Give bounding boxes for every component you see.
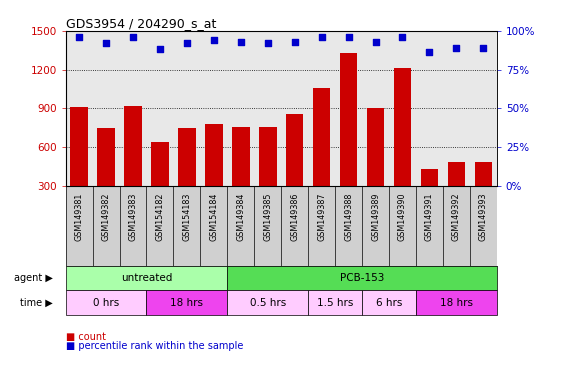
Point	[290, 38, 299, 45]
Point	[398, 34, 407, 40]
Bar	[205, 124, 223, 225]
Text: 18 hrs: 18 hrs	[440, 298, 473, 308]
Text: GSM149381: GSM149381	[75, 192, 83, 241]
Bar	[475, 162, 492, 225]
Bar	[70, 107, 88, 225]
Bar	[66, 266, 227, 290]
Bar	[416, 290, 497, 315]
Point	[371, 38, 380, 45]
Bar	[97, 129, 115, 225]
Point	[155, 46, 164, 53]
Text: 6 hrs: 6 hrs	[376, 298, 402, 308]
Text: GDS3954 / 204290_s_at: GDS3954 / 204290_s_at	[66, 17, 216, 30]
Bar	[227, 290, 308, 315]
Text: untreated: untreated	[121, 273, 172, 283]
Point	[425, 50, 434, 56]
Bar	[448, 162, 465, 225]
Point	[182, 40, 191, 46]
Text: 1.5 hrs: 1.5 hrs	[317, 298, 353, 308]
Text: GSM149387: GSM149387	[317, 192, 326, 241]
Text: GSM149393: GSM149393	[479, 192, 488, 241]
Point	[102, 40, 111, 46]
Text: GSM154183: GSM154183	[182, 192, 191, 241]
Point	[317, 34, 326, 40]
Text: GSM149384: GSM149384	[236, 192, 246, 241]
Text: PCB-153: PCB-153	[340, 273, 384, 283]
Text: GSM149382: GSM149382	[102, 192, 111, 241]
Bar	[421, 169, 438, 225]
Bar	[367, 108, 384, 225]
Text: GSM149391: GSM149391	[425, 192, 434, 241]
Point	[128, 34, 138, 40]
Text: agent ▶: agent ▶	[14, 273, 53, 283]
Bar	[313, 88, 331, 225]
Text: GSM149390: GSM149390	[398, 192, 407, 241]
Point	[263, 40, 272, 46]
Text: time ▶: time ▶	[20, 298, 53, 308]
Bar	[259, 127, 276, 225]
Bar	[308, 290, 362, 315]
Bar	[286, 114, 303, 225]
Text: GSM149383: GSM149383	[128, 192, 138, 241]
Bar	[362, 290, 416, 315]
Text: 18 hrs: 18 hrs	[170, 298, 203, 308]
Text: GSM149385: GSM149385	[263, 192, 272, 241]
Text: 0 hrs: 0 hrs	[93, 298, 119, 308]
Bar	[394, 68, 411, 225]
Bar	[151, 142, 168, 225]
Bar	[124, 106, 142, 225]
Text: ■ percentile rank within the sample: ■ percentile rank within the sample	[66, 341, 243, 351]
Text: ■ count: ■ count	[66, 332, 106, 342]
Point	[478, 45, 488, 51]
Text: GSM154184: GSM154184	[210, 192, 218, 241]
Bar	[66, 290, 147, 315]
Bar	[147, 290, 227, 315]
Text: GSM149386: GSM149386	[290, 192, 299, 241]
Text: GSM149388: GSM149388	[344, 192, 353, 241]
Point	[452, 45, 461, 51]
Text: GSM149392: GSM149392	[452, 192, 461, 241]
Bar	[227, 266, 497, 290]
Text: GSM154182: GSM154182	[155, 192, 164, 241]
Bar	[340, 53, 357, 225]
Point	[344, 34, 353, 40]
Point	[236, 38, 246, 45]
Point	[75, 34, 84, 40]
Bar	[232, 127, 250, 225]
Text: 0.5 hrs: 0.5 hrs	[250, 298, 286, 308]
Text: GSM149389: GSM149389	[371, 192, 380, 241]
Bar	[178, 128, 196, 225]
Point	[210, 37, 219, 43]
